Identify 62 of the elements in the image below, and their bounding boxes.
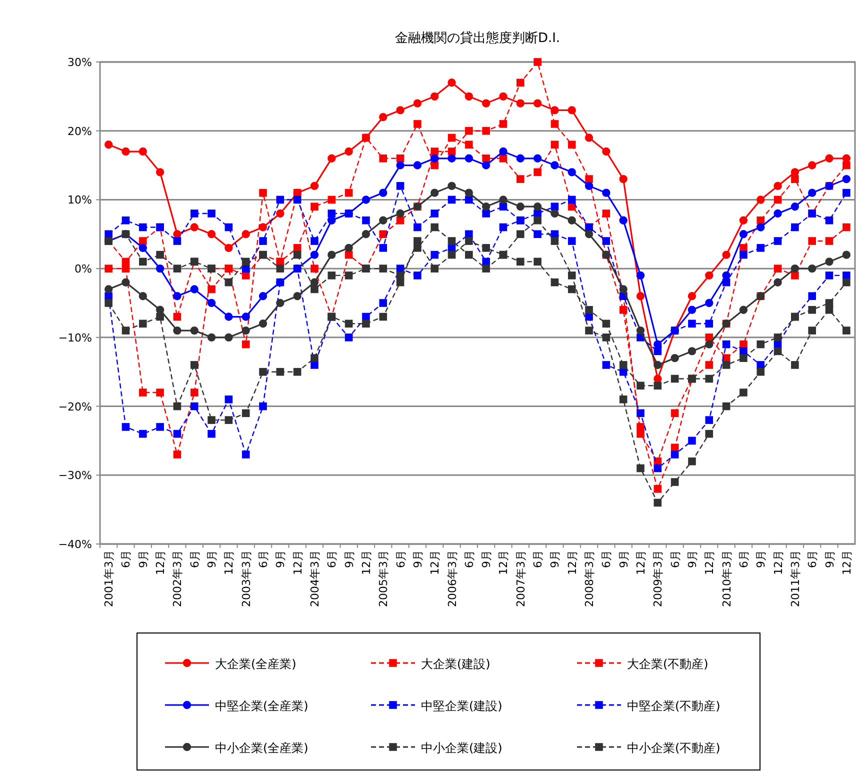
legend-label: 中小企業(建設) (421, 741, 502, 755)
title: 金融機関の貸出態度判断D.I. (394, 31, 560, 46)
legend-label: 中堅企業(建設) (421, 699, 502, 713)
x-tick-label: 9月 (823, 550, 836, 568)
x-tick-label: 9月 (411, 550, 424, 568)
legend-label: 中小企業(不動産) (627, 741, 720, 755)
x-tick-label: 2009年3月 (652, 550, 665, 607)
x-tick-label: 6月 (737, 550, 750, 568)
x-tick-label: 2006年3月 (446, 550, 459, 607)
x-tick-label: 6月 (806, 550, 820, 568)
legend-label: 大企業(不動産) (627, 657, 708, 671)
x-tick-label: 2010年3月 (720, 550, 734, 607)
x-tick-label: 9月 (686, 550, 699, 568)
x-tick-label: 9月 (136, 550, 150, 568)
x-tick-label: 6月 (668, 550, 682, 568)
x-tick-label: 9月 (206, 550, 219, 568)
legend-label: 中堅企業(全産業) (215, 699, 308, 713)
x-tick-label: 12月 (291, 550, 304, 575)
legend-label: 中小企業(全産業) (215, 741, 308, 755)
x-tick-label: 12月 (772, 550, 785, 575)
x-tick-label: 2002年3月 (171, 550, 184, 607)
legend-label: 中堅企業(不動産) (627, 699, 720, 713)
y-tick-label: 0% (74, 262, 92, 276)
x-tick-label: 2007年3月 (514, 550, 528, 607)
x-tick-label: 12月 (566, 550, 579, 575)
x-tick-label: 2004年3月 (308, 550, 322, 607)
x-tick-label: 12月 (428, 550, 442, 575)
y-tick-label: −30% (58, 469, 92, 482)
x-tick-label: 6月 (120, 550, 133, 568)
x-tick-label: 12月 (497, 550, 510, 575)
x-tick-label: 9月 (480, 550, 494, 568)
x-tick-label: 2003年3月 (240, 550, 253, 607)
x-tick-label: 6月 (394, 550, 408, 568)
x-tick-label: 9月 (274, 550, 288, 568)
x-tick-label: 2001年3月 (102, 550, 116, 607)
x-tick-label: 12月 (840, 550, 854, 575)
y-tick-label: −20% (58, 400, 92, 414)
legend-label: 大企業(建設) (421, 657, 490, 671)
x-tick-label: 9月 (342, 550, 356, 568)
x-tick-label: 12月 (703, 550, 716, 575)
x-tick-label: 9月 (754, 550, 768, 568)
x-tick-label: 12月 (222, 550, 236, 575)
x-tick-label: 12月 (154, 550, 168, 575)
y-tick-label: 30% (68, 56, 92, 69)
x-tick-label: 6月 (257, 550, 270, 568)
x-tick-label: 12月 (634, 550, 648, 575)
y-tick-label: −40% (58, 538, 92, 551)
x-tick-label: 9月 (548, 550, 562, 568)
x-tick-label: 2011年3月 (788, 550, 802, 607)
y-tick-label: 10% (68, 194, 92, 207)
x-tick-label: 9月 (617, 550, 630, 568)
x-tick-label: 6月 (532, 550, 545, 568)
x-tick-label: 6月 (326, 550, 339, 568)
legend-label: 大企業(全産業) (215, 657, 296, 671)
x-tick-label: 12月 (360, 550, 373, 575)
x-tick-label: 6月 (600, 550, 614, 568)
x-tick-label: 6月 (462, 550, 476, 568)
y-tick-label: −10% (58, 331, 92, 344)
x-tick-label: 2008年3月 (583, 550, 596, 607)
x-tick-label: 2005年3月 (377, 550, 390, 607)
y-tick-label: 20% (68, 124, 92, 138)
x-tick-label: 6月 (188, 550, 202, 568)
